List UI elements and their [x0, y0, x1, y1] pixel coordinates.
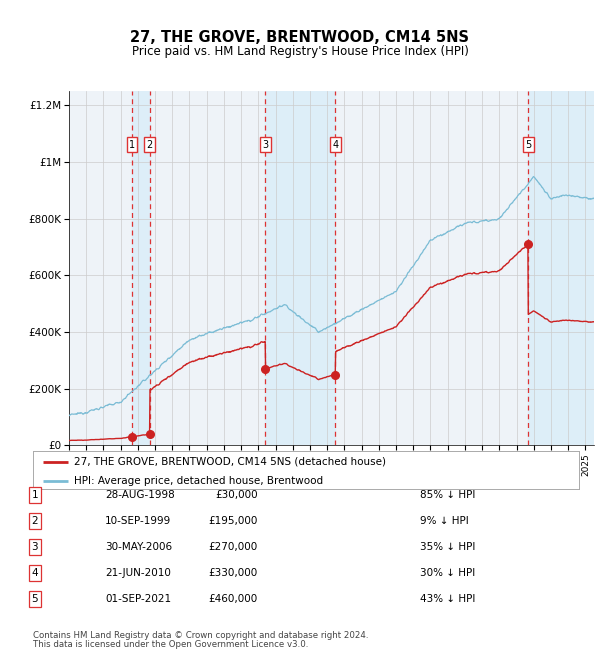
Text: £195,000: £195,000	[209, 516, 258, 526]
Text: 9% ↓ HPI: 9% ↓ HPI	[420, 516, 469, 526]
Text: 4: 4	[31, 568, 38, 578]
Text: £30,000: £30,000	[215, 490, 258, 501]
Text: 2: 2	[31, 516, 38, 526]
Text: 3: 3	[31, 542, 38, 552]
Text: 28-AUG-1998: 28-AUG-1998	[105, 490, 175, 501]
Text: 1: 1	[31, 490, 38, 501]
Text: 5: 5	[31, 594, 38, 604]
Text: HPI: Average price, detached house, Brentwood: HPI: Average price, detached house, Bren…	[74, 476, 323, 486]
Bar	[132, 91, 150, 445]
Text: 43% ↓ HPI: 43% ↓ HPI	[420, 594, 475, 604]
Text: 30% ↓ HPI: 30% ↓ HPI	[420, 568, 475, 578]
Text: 2: 2	[146, 140, 153, 150]
Bar	[265, 91, 335, 445]
Text: 30-MAY-2006: 30-MAY-2006	[105, 542, 172, 552]
Text: 21-JUN-2010: 21-JUN-2010	[105, 568, 171, 578]
Text: £270,000: £270,000	[209, 542, 258, 552]
Text: £460,000: £460,000	[209, 594, 258, 604]
Text: 5: 5	[525, 140, 531, 150]
Text: 27, THE GROVE, BRENTWOOD, CM14 5NS: 27, THE GROVE, BRENTWOOD, CM14 5NS	[131, 30, 470, 46]
Text: Price paid vs. HM Land Registry's House Price Index (HPI): Price paid vs. HM Land Registry's House …	[131, 45, 469, 58]
Text: £330,000: £330,000	[209, 568, 258, 578]
Text: Contains HM Land Registry data © Crown copyright and database right 2024.: Contains HM Land Registry data © Crown c…	[33, 631, 368, 640]
Text: 01-SEP-2021: 01-SEP-2021	[105, 594, 171, 604]
Text: 27, THE GROVE, BRENTWOOD, CM14 5NS (detached house): 27, THE GROVE, BRENTWOOD, CM14 5NS (deta…	[74, 457, 386, 467]
Text: 4: 4	[332, 140, 338, 150]
Text: This data is licensed under the Open Government Licence v3.0.: This data is licensed under the Open Gov…	[33, 640, 308, 649]
Bar	[528, 91, 594, 445]
Text: 3: 3	[262, 140, 268, 150]
Text: 35% ↓ HPI: 35% ↓ HPI	[420, 542, 475, 552]
Text: 85% ↓ HPI: 85% ↓ HPI	[420, 490, 475, 501]
Text: 1: 1	[129, 140, 135, 150]
Text: 10-SEP-1999: 10-SEP-1999	[105, 516, 171, 526]
